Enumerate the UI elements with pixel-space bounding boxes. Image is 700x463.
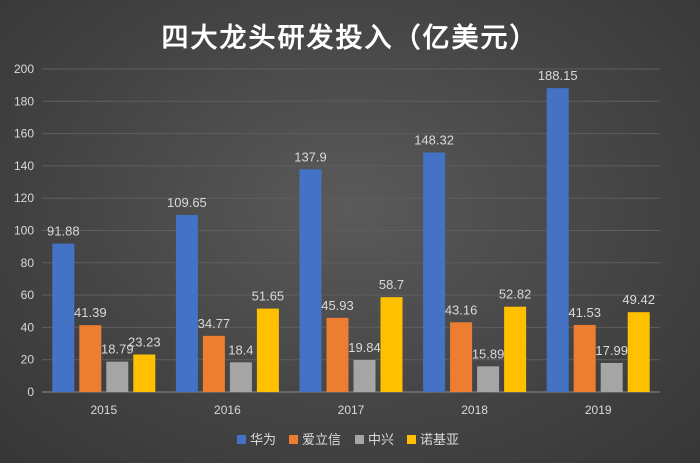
legend-label: 华为 <box>250 433 276 448</box>
bar <box>202 335 225 392</box>
bar <box>106 361 129 392</box>
data-label: 188.15 <box>538 68 578 83</box>
data-label: 137.9 <box>294 149 327 164</box>
legend-swatch <box>237 435 246 444</box>
data-label: 109.65 <box>167 195 207 210</box>
y-tick-label: 100 <box>14 224 34 238</box>
x-tick-label: 2015 <box>90 403 117 417</box>
data-label: 41.39 <box>74 305 107 320</box>
data-label: 49.42 <box>622 292 655 307</box>
bar <box>504 306 527 392</box>
data-label: 148.32 <box>414 132 454 147</box>
data-label: 41.53 <box>568 305 601 320</box>
x-tick-label: 2019 <box>585 403 612 417</box>
bar <box>229 362 252 392</box>
bar <box>326 317 349 392</box>
chart-title: 四大龙头研发投入（亿美元） <box>161 23 539 54</box>
data-label: 18.79 <box>101 342 134 357</box>
data-label: 91.88 <box>47 224 80 239</box>
data-label: 34.77 <box>198 316 231 331</box>
data-label: 23.23 <box>128 334 161 349</box>
data-label: 17.99 <box>595 343 628 358</box>
y-tick-label: 80 <box>21 256 35 270</box>
y-tick-label: 120 <box>14 191 34 205</box>
bar <box>256 308 279 392</box>
bar <box>546 88 569 392</box>
bar <box>133 354 156 392</box>
bar <box>52 243 75 392</box>
x-tick-label: 2017 <box>338 403 365 417</box>
bar <box>477 366 500 392</box>
bar <box>627 312 650 392</box>
legend-swatch <box>289 435 298 444</box>
data-label: 19.84 <box>348 340 381 355</box>
bar <box>600 362 623 392</box>
bar <box>353 359 376 392</box>
data-label: 43.16 <box>445 302 478 317</box>
y-tick-label: 140 <box>14 159 34 173</box>
bar <box>299 169 322 392</box>
y-tick-label: 20 <box>21 353 35 367</box>
x-tick-label: 2016 <box>214 403 241 417</box>
y-tick-label: 40 <box>21 320 35 334</box>
y-tick-label: 200 <box>14 62 34 76</box>
y-tick-label: 0 <box>27 385 34 399</box>
data-label: 51.65 <box>252 289 285 304</box>
legend-swatch <box>407 435 416 444</box>
data-label: 52.82 <box>499 287 532 302</box>
bar <box>175 214 198 392</box>
x-tick-label: 2018 <box>461 403 488 417</box>
legend-label: 爱立信 <box>302 433 341 448</box>
legend-label: 中兴 <box>368 433 394 448</box>
y-tick-label: 60 <box>21 288 35 302</box>
y-tick-label: 160 <box>14 127 34 141</box>
legend-swatch <box>355 435 364 444</box>
bar <box>423 152 446 392</box>
bar <box>380 297 403 392</box>
bar <box>79 325 102 392</box>
legend-label: 诺基亚 <box>420 433 459 448</box>
data-label: 15.89 <box>472 346 505 361</box>
bar <box>573 324 596 392</box>
y-tick-label: 180 <box>14 94 34 108</box>
data-label: 18.4 <box>228 342 253 357</box>
data-label: 45.93 <box>321 298 354 313</box>
data-label: 58.7 <box>379 277 404 292</box>
bar <box>450 322 473 392</box>
